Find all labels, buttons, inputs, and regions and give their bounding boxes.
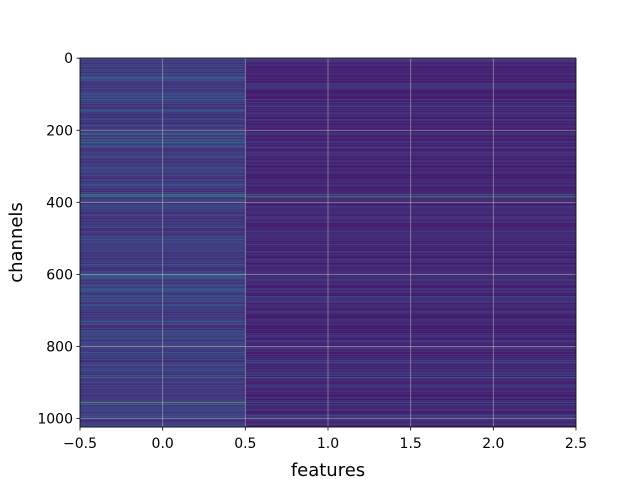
x-tick-label: 2.5 — [565, 436, 587, 452]
y-tick-label: 0 — [64, 51, 73, 67]
x-axis: −0.5 0.0 0.5 1.0 1.5 2.0 2.5 — [63, 427, 587, 452]
x-tick-label: 0.5 — [234, 436, 256, 452]
y-axis-label: channels — [6, 202, 27, 283]
x-tick-label: 1.0 — [317, 436, 339, 452]
y-tick-label: 400 — [46, 195, 73, 211]
x-tick-label: 1.5 — [400, 436, 422, 452]
x-axis-label: features — [291, 460, 365, 480]
y-tick-label: 1000 — [37, 412, 73, 428]
y-tick-label: 200 — [46, 123, 73, 139]
y-tick-label: 600 — [46, 267, 73, 283]
x-tick-label: −0.5 — [63, 436, 97, 452]
y-tick-label: 800 — [46, 339, 73, 355]
x-tick-label: 0.0 — [152, 436, 174, 452]
x-tick-label: 2.0 — [482, 436, 504, 452]
y-axis: 0 200 400 600 800 1000 — [37, 51, 80, 428]
